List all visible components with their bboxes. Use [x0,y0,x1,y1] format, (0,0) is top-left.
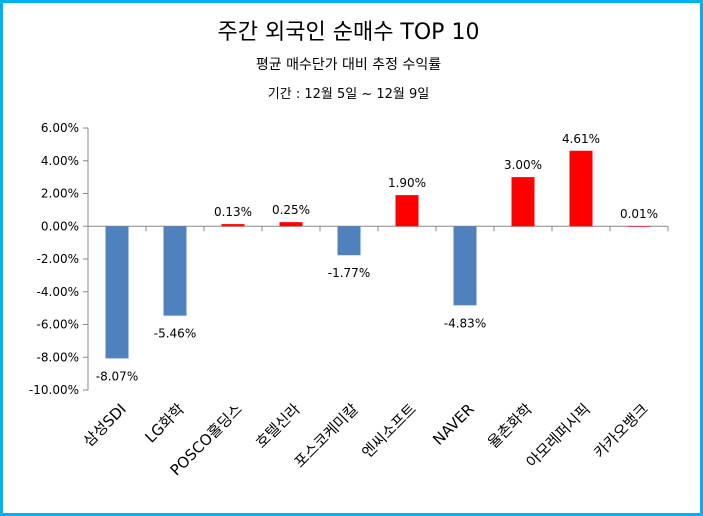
category-label: 율촌화학 [484,400,536,452]
y-tick-label: -8.00% [37,350,79,364]
y-tick-label: -6.00% [37,318,79,332]
y-tick-label: 0.00% [41,219,79,233]
data-label: 0.13% [214,205,252,219]
data-label: 0.01% [620,207,658,221]
bar [511,177,535,227]
data-label: 3.00% [504,158,542,172]
data-label: -5.46% [154,327,196,341]
y-tick-label: -10.00% [29,383,79,397]
category-label: 삼성SDI [80,400,130,450]
bar [163,226,187,316]
data-label: -1.77% [328,266,370,280]
bar [395,195,419,227]
y-tick-label: 4.00% [41,154,79,168]
bar [337,226,361,256]
y-tick-label: -4.00% [37,285,79,299]
y-tick-label: 6.00% [41,121,79,135]
chart-subtitle: 평균 매수단가 대비 추정 수익률 [255,57,442,73]
category-label: 호텔신라 [252,400,304,452]
y-tick-label: 2.00% [41,187,79,201]
bar [105,226,129,359]
category-label: 엔씨소프트 [358,400,420,462]
bar [453,226,477,306]
data-label: -8.07% [96,369,138,383]
bar [221,224,245,227]
chart-period: 기간 : 12월 5일 ~ 12월 9일 [267,87,430,102]
bar [569,150,593,227]
bar [627,226,651,227]
category-label: LG화학 [141,400,188,447]
data-label: 1.90% [388,176,426,190]
data-label: -4.83% [444,316,486,330]
data-label: 4.61% [562,132,600,146]
chart-title: 주간 외국인 순매수 TOP 10 [217,20,480,45]
category-label: 카카오뱅크 [590,400,652,462]
y-tick-label: -2.00% [37,252,79,266]
category-label: NAVER [429,400,478,449]
bar [279,222,303,227]
data-label: 0.25% [272,203,310,217]
